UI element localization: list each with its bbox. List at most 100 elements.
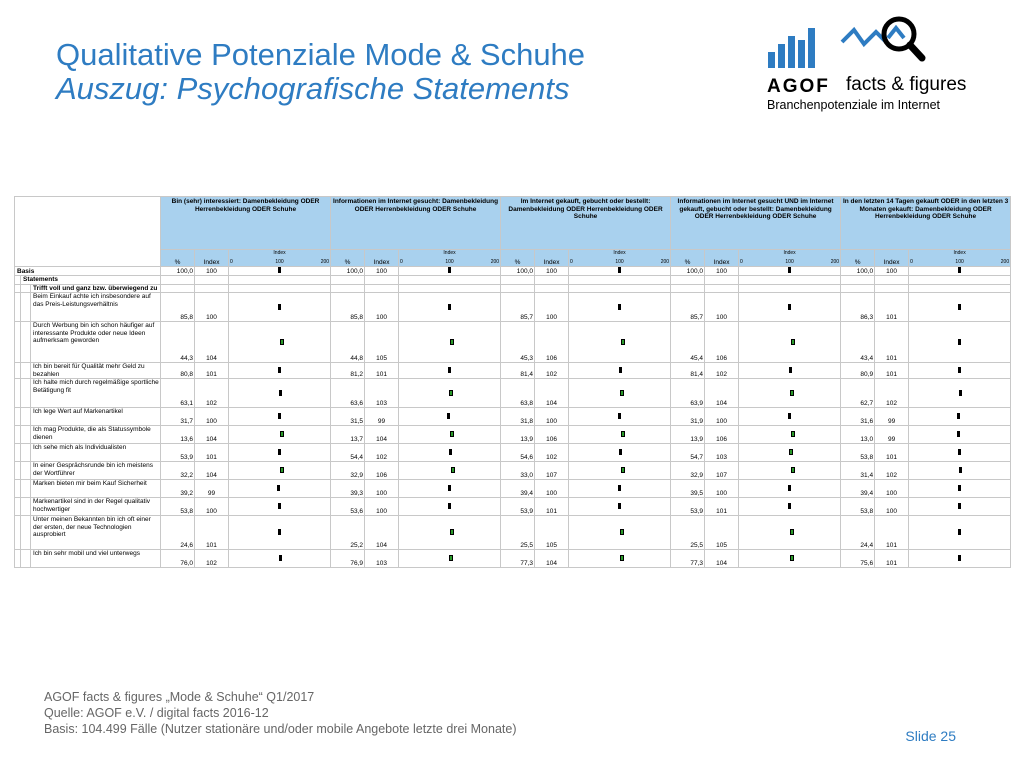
statement-label: Marken bieten mir beim Kauf Sicherheit (30, 479, 161, 498)
pct-value: 43,4 (840, 321, 876, 363)
index-bar-cell (398, 515, 502, 550)
pct-value: 25,5 (500, 515, 536, 550)
index-value: 104 (704, 378, 740, 408)
empty-cell (160, 283, 195, 293)
statement-row: Ich bin sehr mobil und viel unterwegs 76,… (14, 549, 1012, 568)
empty-cell (738, 275, 842, 285)
col-index-header: Index (534, 249, 570, 267)
index-bar-cell (738, 425, 842, 444)
statement-row: Beim Einkauf achte ich insbesondere auf … (14, 292, 1012, 322)
index-marker (787, 303, 791, 310)
indent-cell (20, 443, 31, 462)
index-value: 100 (704, 292, 740, 322)
scale-tick-label: 0 (740, 258, 743, 265)
index-value: 104 (194, 461, 229, 480)
empty-cell (194, 283, 229, 293)
index-bar-cell (908, 266, 1012, 276)
scale-tick-label: 100 (955, 258, 964, 265)
page-subtitle: Auszug: Psychografische Statements (56, 71, 570, 106)
index-bar-cell (908, 321, 1012, 363)
index-marker (790, 338, 795, 345)
index-bar-cell (908, 443, 1012, 462)
index-bar-cell (568, 443, 672, 462)
scale-tick-label: 200 (830, 258, 840, 265)
index-marker (448, 449, 452, 455)
index-value: 102 (534, 443, 570, 462)
indent-cell (20, 292, 31, 322)
index-marker (958, 367, 962, 373)
footer: AGOF facts & figures „Mode & Schuhe“ Q1/… (44, 689, 517, 737)
statement-label: Ich bin bereit für Qualität mehr Geld zu… (30, 362, 161, 379)
group-header: Informationen im Internet gesucht: Damen… (330, 196, 502, 250)
index-bar-cell (568, 479, 672, 498)
statement-label: In einer Gesprächsrunde bin ich meistens… (30, 461, 161, 480)
index-value: 99 (874, 425, 910, 444)
index-marker (617, 485, 621, 491)
empty-cell (398, 283, 502, 293)
index-bar-cell (398, 266, 502, 276)
index-value: 100 (194, 497, 229, 516)
index-marker (790, 431, 795, 437)
scale-tick-label: 0 (400, 258, 403, 265)
index-value: 103 (704, 443, 740, 462)
logo-bars-icon (768, 16, 926, 68)
pct-value: 53,8 (840, 443, 876, 462)
slide-number: Slide 25 (905, 728, 956, 744)
index-bar-cell (738, 497, 842, 516)
index-bar-cell (398, 443, 502, 462)
statement-table-wrapper: Bin (sehr) interessiert: Damenbekleidung… (14, 196, 1012, 568)
index-bar-cell (738, 378, 842, 408)
pct-value: 45,3 (500, 321, 536, 363)
empty-cell (704, 275, 740, 285)
pct-value: 44,8 (330, 321, 366, 363)
scale-title: Index (273, 250, 286, 257)
pct-value: 39,3 (330, 479, 366, 498)
pct-value: 76,0 (160, 549, 195, 568)
pct-value: 81,4 (670, 362, 706, 379)
index-bar-cell (398, 407, 502, 426)
basis-pct: 100,0 (500, 266, 536, 276)
empty-cell (227, 283, 332, 293)
scale-tick-label: 0 (570, 258, 573, 265)
scale-tick-label: 100 (275, 258, 284, 265)
pct-value: 63,9 (670, 378, 706, 408)
page-title: Qualitative Potenziale Mode & Schuhe (56, 37, 586, 72)
index-bar-cell (738, 321, 842, 363)
index-value: 100 (874, 479, 910, 498)
index-bar-cell (568, 461, 672, 480)
index-bar-cell (908, 407, 1012, 426)
index-value: 99 (364, 407, 400, 426)
pct-value: 76,9 (330, 549, 366, 568)
empty-cell (908, 283, 1012, 293)
col-index-header: Index (704, 249, 740, 267)
indent-cell (20, 407, 31, 426)
indent-cell (20, 515, 31, 550)
pct-value: 39,4 (840, 479, 876, 498)
scale-tick-label: 200 (490, 258, 500, 265)
index-marker (788, 367, 792, 373)
index-marker (278, 389, 282, 396)
index-marker (618, 503, 622, 509)
statement-label: Ich halte mich durch regelmäßige sportli… (30, 378, 161, 408)
empty-cell (398, 275, 502, 285)
pct-value: 63,8 (500, 378, 536, 408)
pct-value: 31,4 (840, 461, 876, 480)
pct-value: 63,6 (330, 378, 366, 408)
pct-value: 31,5 (330, 407, 366, 426)
index-bar-cell (738, 515, 842, 550)
index-bar-cell (398, 321, 502, 363)
index-value: 107 (534, 461, 570, 480)
statement-label: Durch Werbung bin ich schon häufiger auf… (30, 321, 161, 363)
index-value: 102 (874, 378, 910, 408)
empty-cell (908, 275, 1012, 285)
pct-value: 80,8 (160, 362, 195, 379)
empty-cell (534, 275, 570, 285)
logo-brand: AGOF (767, 76, 830, 97)
index-value: 102 (194, 549, 229, 568)
pct-value: 80,9 (840, 362, 876, 379)
index-marker (279, 467, 284, 473)
basis-index: 100 (534, 266, 570, 276)
index-value: 106 (364, 461, 400, 480)
statement-label: Ich sehe mich als Individualisten (30, 443, 161, 462)
scale-tick-label: 0 (230, 258, 233, 265)
